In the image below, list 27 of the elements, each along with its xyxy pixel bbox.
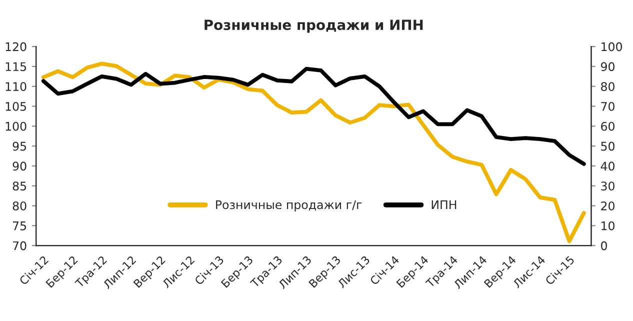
y2-tick-label: 20	[601, 201, 614, 210]
y2-tick-label: 100	[602, 42, 622, 52]
chart-title: Розничные продажи и ИПН	[204, 20, 423, 33]
y-tick-label: 85	[12, 182, 26, 191]
line-series	[41, 62, 586, 244]
y2-tick-label: 50	[601, 142, 614, 151]
y2-tick-label: 0	[601, 241, 607, 250]
y-tick-label: 70	[13, 241, 26, 250]
y-tick-label: 110	[6, 82, 26, 91]
line-series	[41, 66, 586, 166]
y-tick-label: 105	[6, 102, 26, 111]
y2-tick-label: 90	[600, 62, 614, 72]
legend-label: Розничные продажи г/г	[216, 200, 362, 212]
y-tick-label: 80	[12, 201, 26, 210]
y-tick-label: 100	[6, 122, 26, 131]
y-tick-label: 120	[6, 42, 26, 52]
y-tick-label: 75	[13, 222, 26, 230]
y2-tick-label: 40	[600, 162, 614, 171]
y2-tick-label: 70	[601, 102, 614, 111]
y2-tick-label: 10	[602, 221, 614, 230]
y-tick-label: 95	[12, 142, 26, 151]
y2-tick-label: 80	[601, 82, 614, 91]
legend-label: ИПН	[432, 200, 456, 210]
y-tick-label: 115	[6, 62, 26, 72]
y-tick-label: 90	[12, 162, 26, 171]
y2-tick-label: 60	[601, 122, 614, 131]
y2-tick-label: 30	[601, 182, 614, 191]
